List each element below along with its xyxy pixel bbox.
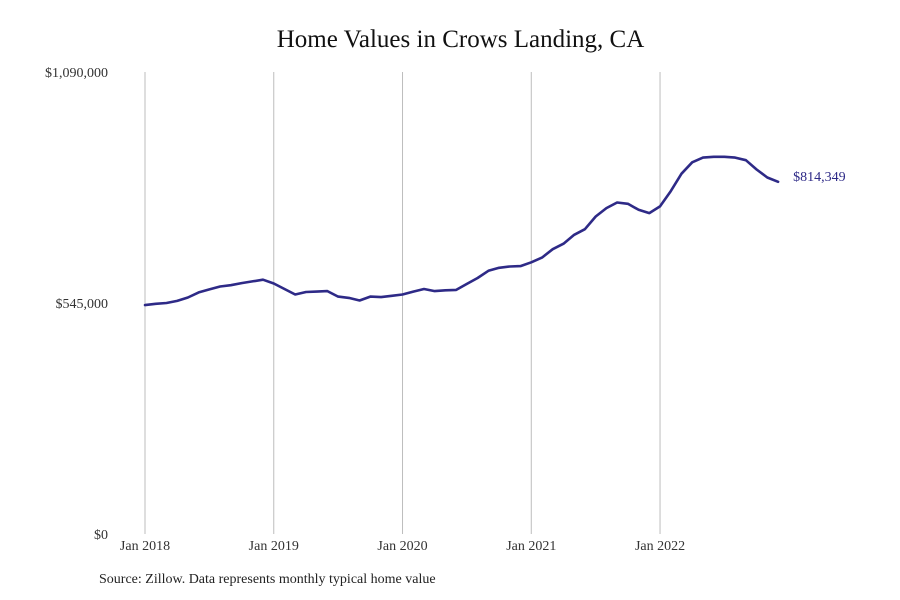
y-tick-label-0: $0 <box>94 528 108 543</box>
x-tick-label-4: Jan 2022 <box>635 539 685 554</box>
grid-lines <box>144 72 661 534</box>
home-value-series-line <box>143 155 780 307</box>
y-axis-ticks: $0 $545,000 $1,090,000 <box>45 66 108 543</box>
x-axis-ticks: Jan 2018 Jan 2019 Jan 2020 Jan 2021 Jan 2022 <box>120 539 685 554</box>
latest-value-label: $814,349 <box>793 170 846 185</box>
x-tick-label-2: Jan 2020 <box>377 539 427 554</box>
x-tick-label-1: Jan 2019 <box>249 539 299 554</box>
y-tick-label-2: $1,090,000 <box>45 66 108 81</box>
source-note: Source: Zillow. Data represents monthly … <box>99 572 436 587</box>
chart-title: Home Values in Crows Landing, CA <box>276 26 645 53</box>
x-tick-label-3: Jan 2021 <box>506 539 556 554</box>
x-tick-label-0: Jan 2018 <box>120 539 170 554</box>
y-tick-label-1: $545,000 <box>56 297 109 312</box>
